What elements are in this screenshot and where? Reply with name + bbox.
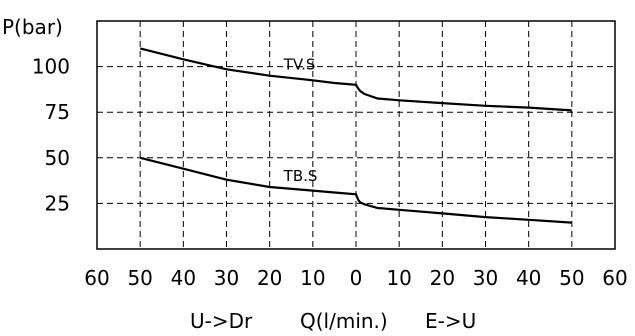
- y-axis-title: P(bar): [2, 15, 63, 39]
- x-axis-title-left: U->Dr: [190, 309, 253, 333]
- series-label-1: TB.S: [283, 167, 318, 185]
- y-tick-label: 50: [45, 146, 70, 170]
- plot-frame: [96, 20, 616, 250]
- grid-lines: [97, 21, 615, 249]
- y-tick-label: 75: [45, 100, 70, 124]
- chart-labels: 60 50 40 30 20 10 0 10 20 30 40 50 60100755025TV.STB…: [32, 55, 628, 290]
- x-tick-label: 40: [171, 266, 196, 290]
- series-line-1: [139, 156, 572, 224]
- x-tick-label: 50: [559, 266, 584, 290]
- x-axis-title-right: E->U: [425, 309, 476, 333]
- series-line-0: [139, 47, 572, 112]
- x-tick-label: 10: [386, 266, 411, 290]
- x-tick-label: 40: [516, 266, 541, 290]
- x-tick-label: 30: [214, 266, 239, 290]
- x-tick-label: 20: [257, 266, 282, 290]
- series-label-0: TV.S: [283, 56, 316, 74]
- y-tick-label: 100: [32, 55, 70, 79]
- x-tick-label: 60: [84, 266, 109, 290]
- x-tick-label: 60: [602, 266, 627, 290]
- x-axis-title-center: Q(l/min.): [300, 309, 388, 333]
- x-tick-label: 10: [300, 266, 325, 290]
- x-tick-label: 20: [430, 266, 455, 290]
- y-tick-label: 25: [45, 191, 70, 215]
- x-tick-label: 30: [473, 266, 498, 290]
- x-tick-label: 0: [350, 266, 363, 290]
- x-tick-label: 50: [127, 266, 152, 290]
- series-curves: [139, 47, 572, 224]
